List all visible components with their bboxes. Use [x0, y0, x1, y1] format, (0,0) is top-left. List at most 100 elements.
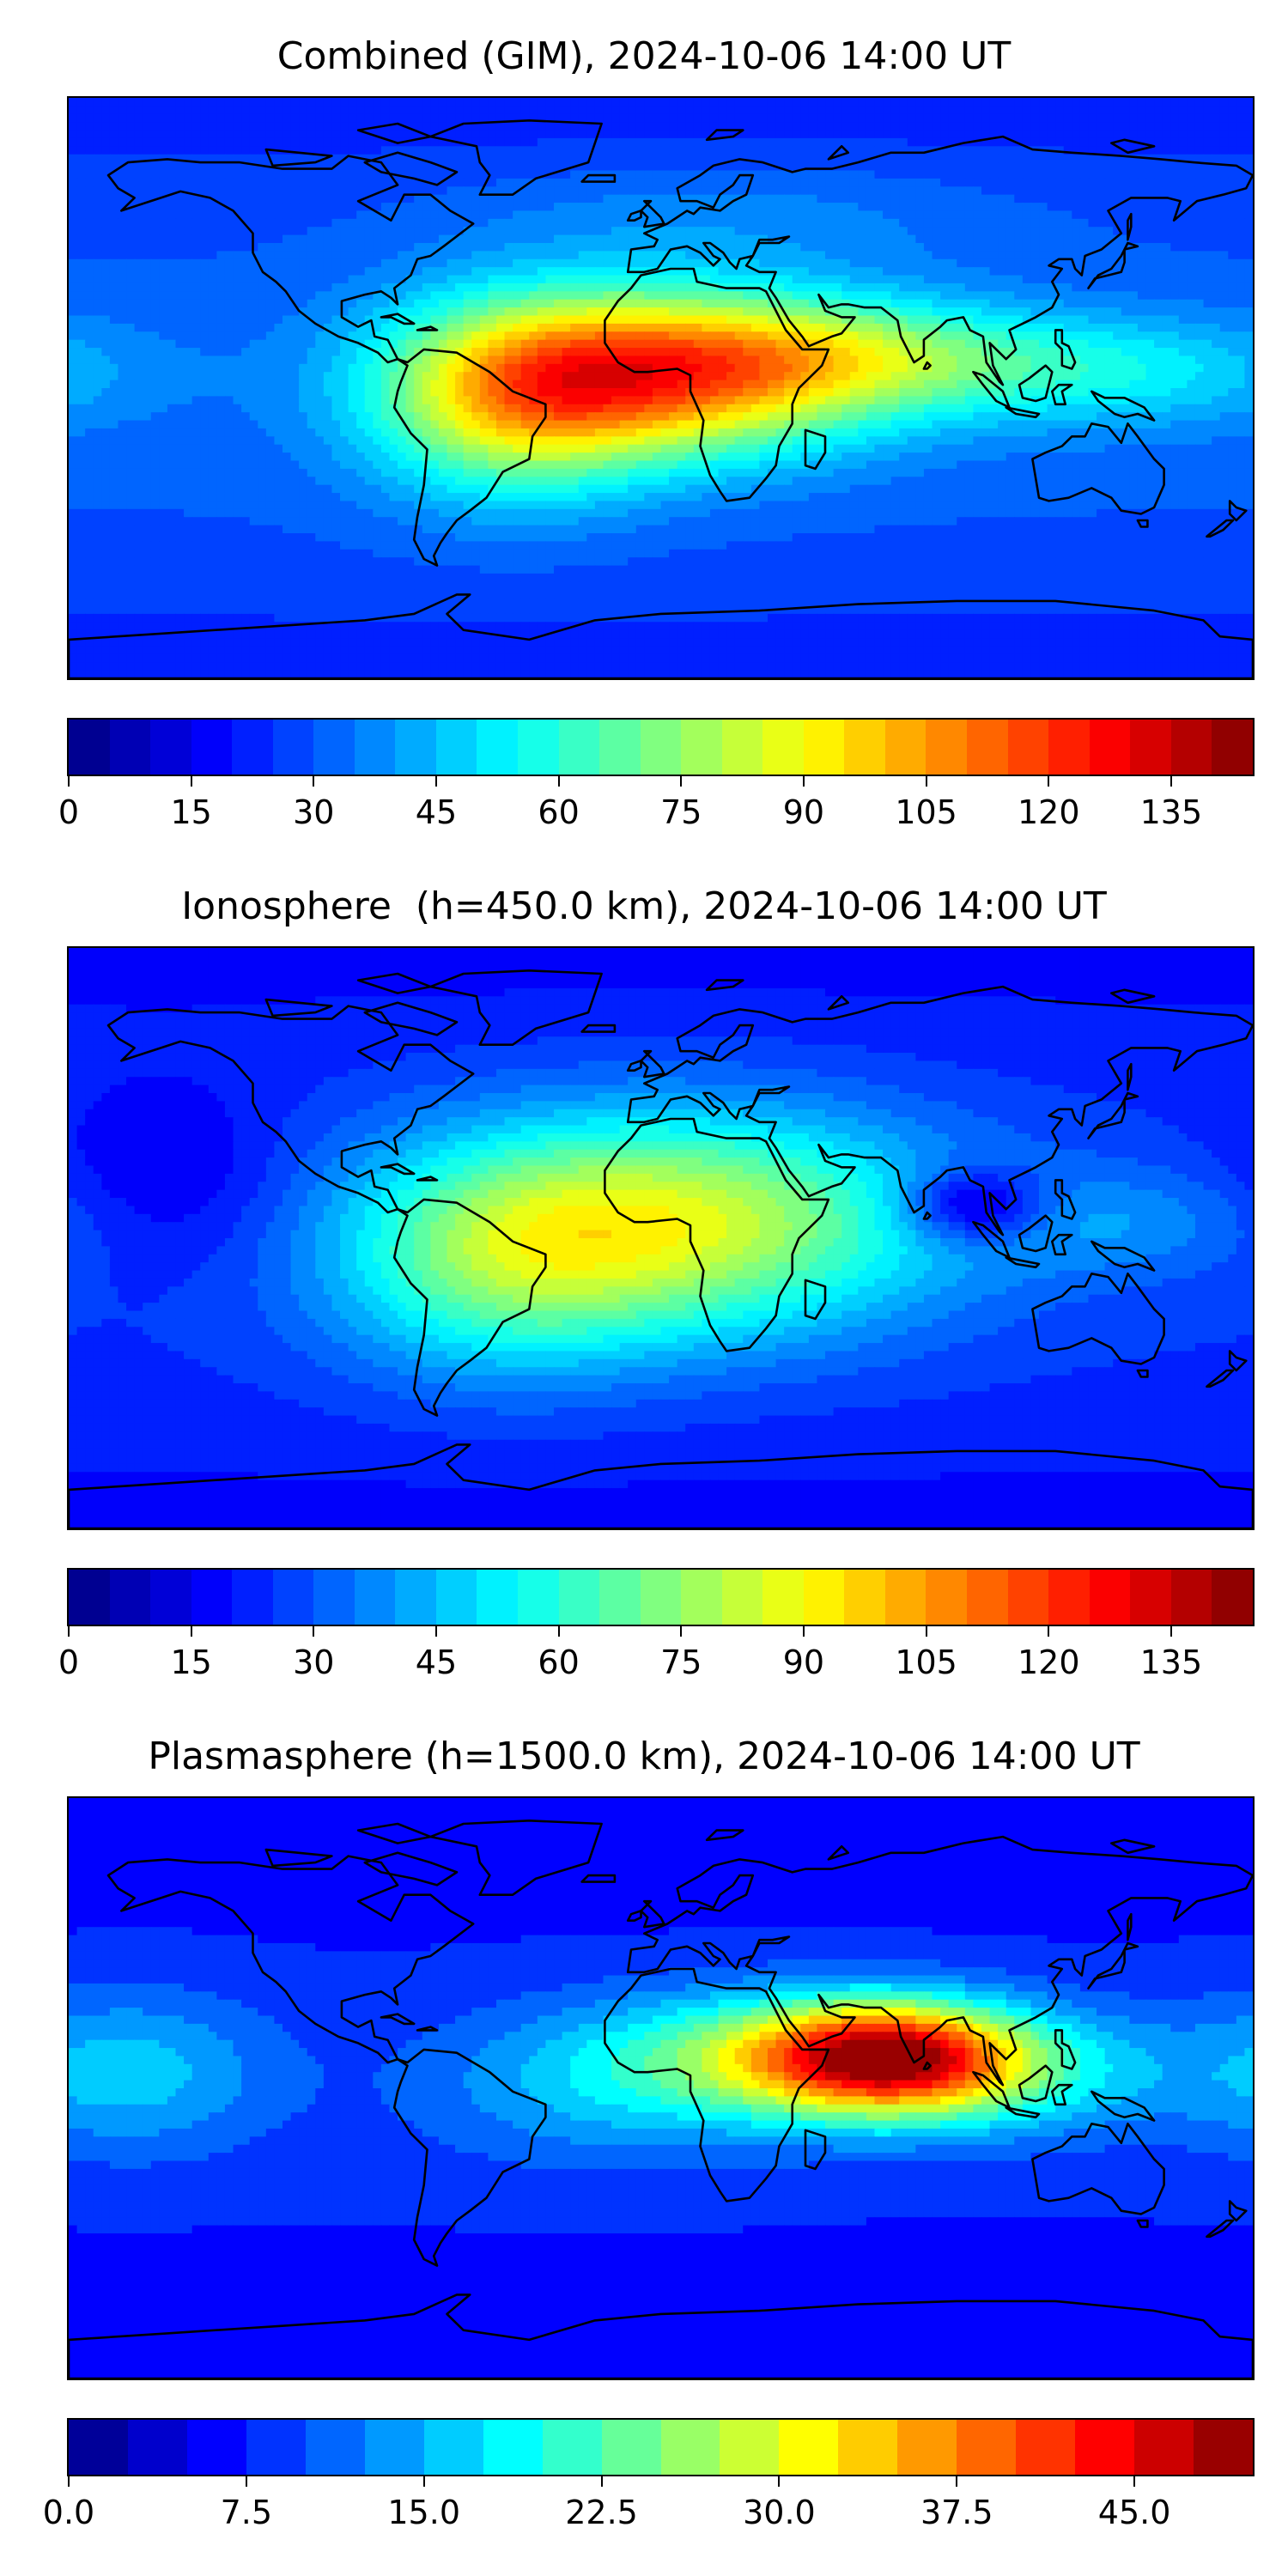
colorbar-tick-label: 90	[783, 1643, 824, 1681]
coastline	[604, 1117, 830, 1352]
colorbar-tick-label: 135	[1140, 793, 1203, 831]
colorbar-swatch	[69, 1570, 110, 1625]
panel-3-title: Plasmasphere (h=1500.0 km), 2024-10-06 1…	[0, 1735, 1288, 1779]
colorbar-swatch	[779, 2420, 839, 2475]
panel-1-map-svg	[69, 98, 1253, 678]
colorbar-swatch	[395, 720, 436, 775]
colorbar-swatch	[272, 720, 314, 775]
coastline	[1031, 2123, 1165, 2215]
coastline	[827, 145, 850, 161]
colorbar-swatch	[1048, 720, 1090, 775]
coastline	[69, 593, 1253, 678]
coastline	[626, 1910, 642, 1922]
colorbar-swatch	[803, 720, 845, 775]
colorbar-swatch	[435, 1570, 477, 1625]
coastline	[1087, 1941, 1139, 1990]
colorbar-swatch	[640, 720, 682, 775]
colorbar-tick-label: 30.0	[743, 2494, 816, 2531]
coastlines	[69, 1820, 1253, 2379]
filled-contour-field	[69, 948, 1253, 1528]
colorbar-tick	[1048, 1626, 1050, 1637]
colorbar-tick-label: 135	[1140, 1643, 1203, 1681]
coastline	[416, 1176, 439, 1182]
coastline	[1005, 406, 1041, 419]
coastline	[429, 1820, 603, 1896]
coastline	[356, 1822, 432, 1844]
colorbar-swatch	[477, 720, 519, 775]
coastline	[626, 210, 642, 222]
colorbar-tick-label: 120	[1018, 793, 1080, 831]
coastline	[1054, 2029, 1077, 2070]
colorbar-tick-label: 15.0	[387, 2494, 460, 2531]
panel-2-title: Ionosphere (h=450.0 km), 2024-10-06 14:0…	[0, 884, 1288, 929]
panel-2-map-svg	[69, 948, 1253, 1528]
coastline	[356, 972, 432, 994]
filled-contour-field	[69, 98, 1253, 678]
coastline	[580, 1024, 617, 1033]
colorbar-tick-label: 60	[538, 793, 579, 831]
coastline	[1018, 1214, 1054, 1253]
colorbar-swatch	[483, 2420, 543, 2475]
coastline	[640, 1049, 665, 1078]
coastline	[363, 151, 459, 186]
coastline	[1031, 422, 1165, 515]
colorbar-swatch	[518, 720, 559, 775]
colorbar-tick-label: 0.0	[43, 2494, 94, 2531]
panel-1-title: Combined (GIM), 2024-10-06 14:00 UT	[0, 34, 1288, 79]
colorbar-tick-label: 7.5	[221, 2494, 272, 2531]
colorbar-swatch	[599, 720, 641, 775]
coastline	[626, 985, 1253, 1236]
panel-2-colorbar-ticks: 0 15 30 45 60 75 90 105 120 135	[58, 1626, 1255, 1686]
colorbar-tick	[925, 776, 927, 787]
coastline	[922, 361, 932, 370]
coastline	[380, 313, 416, 325]
colorbar-tick	[190, 1626, 192, 1637]
colorbar-swatch	[191, 1570, 233, 1625]
colorbar-tick	[434, 776, 437, 787]
colorbar-swatch	[681, 720, 722, 775]
colorbar-swatch	[109, 720, 151, 775]
panel-3-map-svg	[69, 1798, 1253, 2379]
colorbar-swatch	[926, 720, 968, 775]
coastline	[1110, 138, 1156, 155]
colorbar-swatch	[313, 1570, 355, 1625]
colorbar-swatch	[354, 1570, 396, 1625]
colorbar-swatch	[844, 720, 885, 775]
colorbar-swatch	[354, 720, 396, 775]
colorbar-tick	[802, 1626, 805, 1637]
colorbar-tick	[1170, 776, 1172, 787]
coastline	[922, 2061, 932, 2070]
colorbar-tick	[1133, 2476, 1136, 2487]
colorbar-tick	[778, 2476, 781, 2487]
coastline	[580, 173, 617, 183]
colorbar-swatch	[762, 720, 804, 775]
colorbar-swatch	[1089, 720, 1131, 775]
coastline	[1127, 1062, 1133, 1091]
coastline	[363, 1851, 459, 1886]
coastline	[69, 1443, 1253, 1528]
coastline	[705, 1829, 744, 1842]
colorbar-tick	[956, 2476, 958, 2487]
colorbar-swatch	[313, 720, 355, 775]
coastline	[1087, 1091, 1139, 1139]
coastline	[626, 1835, 1253, 2087]
colorbar-swatch	[542, 2420, 602, 2475]
colorbar-swatch	[232, 720, 273, 775]
colorbar-tick-label: 30	[293, 793, 334, 831]
coastline	[1206, 2219, 1235, 2239]
coastline	[1051, 2083, 1073, 2106]
coastline	[640, 199, 665, 228]
colorbar-tick	[313, 776, 315, 787]
colorbar-tick-label: 30	[293, 1643, 334, 1681]
colorbar-swatch	[1007, 1570, 1049, 1625]
colorbar-swatch	[681, 1570, 722, 1625]
colorbar-tick	[1170, 1626, 1172, 1637]
colorbar-swatch	[1170, 720, 1212, 775]
colorbar-swatch	[838, 2420, 898, 2475]
colorbar-tick-label: 45	[416, 793, 457, 831]
colorbar-swatch	[1089, 1570, 1131, 1625]
colorbar-tick	[190, 776, 192, 787]
colorbar-swatch	[601, 2420, 661, 2475]
coastline	[1091, 2090, 1156, 2122]
coastline	[604, 1967, 830, 2202]
